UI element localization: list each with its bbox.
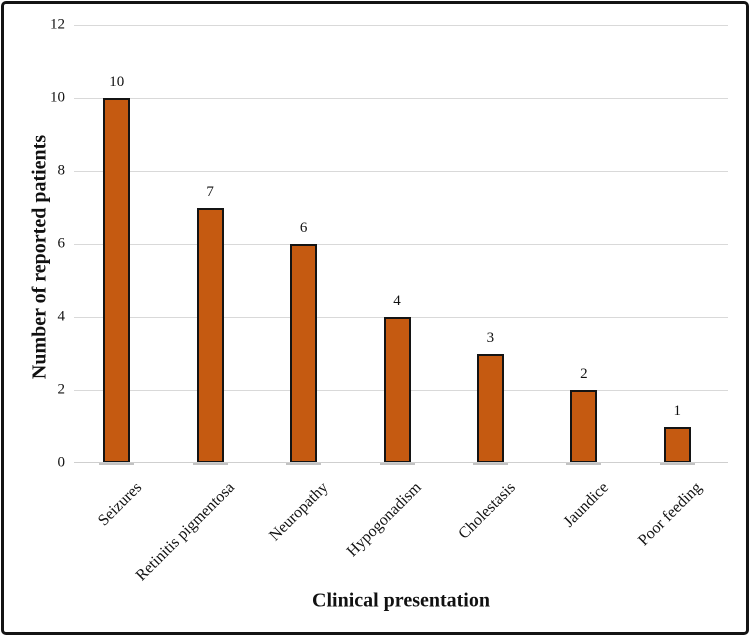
gridline bbox=[74, 243, 728, 245]
bar-value-label: 4 bbox=[393, 293, 401, 309]
bar-base-shadow bbox=[286, 462, 322, 465]
y-tick-label: 12 bbox=[50, 16, 65, 33]
x-tick-label: Poor feeding bbox=[635, 479, 706, 550]
bar-base-shadow bbox=[659, 462, 695, 465]
x-tick-label: Jaundice bbox=[560, 479, 612, 531]
y-tick-label: 8 bbox=[57, 162, 66, 179]
x-tick-label: Retinitis pigmentosa bbox=[132, 479, 239, 585]
y-axis-title: Number of reported patients bbox=[28, 134, 51, 380]
bar bbox=[570, 390, 598, 463]
bar bbox=[663, 426, 691, 463]
bar bbox=[196, 207, 224, 463]
y-tick-label: 4 bbox=[57, 308, 66, 325]
gridline bbox=[74, 24, 728, 26]
bar-value-label: 6 bbox=[299, 220, 308, 236]
bar bbox=[290, 244, 318, 463]
bar-base-shadow bbox=[99, 462, 135, 465]
bar-base-shadow bbox=[192, 462, 228, 465]
bar-base-shadow bbox=[566, 462, 602, 465]
y-tick-label: 0 bbox=[57, 454, 66, 471]
x-tick-label: Cholestasis bbox=[454, 479, 519, 543]
gridline bbox=[74, 170, 728, 172]
gridline bbox=[74, 97, 728, 99]
bar-value-label: 10 bbox=[109, 74, 125, 90]
bar bbox=[476, 353, 504, 463]
bar-base-shadow bbox=[379, 462, 415, 465]
bar-value-label: 1 bbox=[673, 402, 682, 419]
x-axis-line bbox=[74, 462, 728, 463]
bar-base-shadow bbox=[472, 462, 508, 465]
bar bbox=[383, 317, 411, 463]
bar bbox=[103, 98, 131, 463]
plot-area: 0 2 4 6 8 10 12 10 Seizures 7 Retinitis pigmentosa… bbox=[50, 17, 728, 584]
x-tick-label: Hypogonadism bbox=[343, 479, 426, 561]
bar-value-label: 7 bbox=[206, 183, 214, 200]
y-tick-label: 10 bbox=[50, 89, 65, 106]
bar-value-label: 2 bbox=[580, 366, 588, 382]
x-tick-label: Seizures bbox=[94, 479, 145, 530]
x-tick-label: Neuropathy bbox=[266, 479, 332, 545]
y-tick-label: 6 bbox=[57, 235, 66, 252]
bar-value-label: 3 bbox=[486, 329, 495, 346]
x-axis-title: Clinical presentation bbox=[312, 589, 490, 612]
y-tick-label: 2 bbox=[57, 381, 66, 398]
